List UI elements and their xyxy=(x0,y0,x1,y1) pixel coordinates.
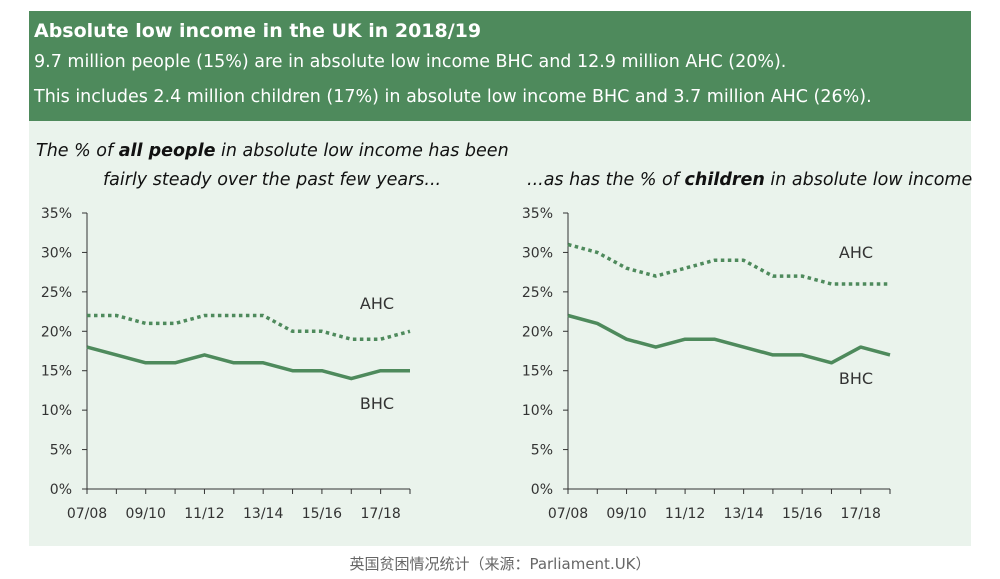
series-label-bhc: BHC xyxy=(839,369,873,388)
y-tick-label: 5% xyxy=(50,443,72,459)
y-tick-label: 35% xyxy=(41,206,72,222)
left-caption-post: in absolute low income has been xyxy=(215,141,508,161)
series-line-ahc xyxy=(567,242,890,286)
x-tick-label: 17/18 xyxy=(841,506,881,522)
y-tick-label: 20% xyxy=(41,324,72,340)
y-tick-label: 10% xyxy=(522,403,553,419)
summary-banner: Absolute low income in the UK in 2018/19… xyxy=(29,11,971,121)
banner-line-people: 9.7 million people (15%) are in absolute… xyxy=(34,52,787,72)
right-caption-pre: ...as has the % of xyxy=(527,170,685,190)
chart-children: 0% 5% 10% 15% 20% 25% 30% 35% 07/08 09/10 11/12 13/… xyxy=(522,206,891,522)
y-tick-label: 15% xyxy=(41,364,72,380)
y-tick-label: 25% xyxy=(522,285,553,301)
y-tick-label: 30% xyxy=(522,245,553,261)
banner-line-children: This includes 2.4 million children (17%)… xyxy=(34,87,872,107)
y-tick-label: 20% xyxy=(522,324,553,340)
left-caption-line1: The % of all people in absolute low inco… xyxy=(36,141,509,161)
right-caption-post: in absolute low income xyxy=(765,170,972,190)
footer-caption: 英国贫困情况统计（来源：Parliament.UK） xyxy=(349,555,651,573)
x-tick-label: 13/14 xyxy=(723,506,763,522)
y-tick-label: 30% xyxy=(41,245,72,261)
series-label-ahc: AHC xyxy=(360,294,394,313)
chart-panel xyxy=(29,121,971,546)
y-tick-label: 25% xyxy=(41,285,72,301)
left-caption-line2: fairly steady over the past few years... xyxy=(103,170,441,190)
x-tick-label: 15/16 xyxy=(302,506,342,522)
y-tick-label: 15% xyxy=(522,364,553,380)
series-line-bhc xyxy=(86,345,410,381)
series-line-bhc xyxy=(567,313,891,365)
banner-title: Absolute low income in the UK in 2018/19 xyxy=(34,20,482,42)
y-tick-label: 35% xyxy=(522,206,553,222)
x-tick-label: 09/10 xyxy=(126,506,166,522)
x-tick-label: 13/14 xyxy=(243,506,283,522)
left-caption-pre: The % of xyxy=(36,141,119,161)
x-tick-label: 11/12 xyxy=(665,506,705,522)
x-tick-label: 17/18 xyxy=(360,506,400,522)
series-label-ahc: AHC xyxy=(839,243,873,262)
y-tick-label: 5% xyxy=(531,443,553,459)
x-tick-label: 11/12 xyxy=(184,506,224,522)
x-tick-label: 07/08 xyxy=(548,506,588,522)
chart-all-people: 0% 5% 10% 15% 20% 25% 30% 35% 07/08 09/10 11/12 13/… xyxy=(41,206,411,522)
x-tick-label: 15/16 xyxy=(782,506,822,522)
right-caption-bold: children xyxy=(685,170,765,190)
x-tick-label: 07/08 xyxy=(67,506,107,522)
series-label-bhc: BHC xyxy=(360,394,394,413)
y-tick-label: 0% xyxy=(50,482,72,498)
y-tick-label: 0% xyxy=(531,482,553,498)
left-caption-bold: all people xyxy=(119,141,216,161)
series-line-ahc xyxy=(87,313,411,341)
x-tick-label: 09/10 xyxy=(606,506,646,522)
y-tick-label: 10% xyxy=(41,403,72,419)
right-caption: ...as has the % of children in absolute … xyxy=(527,170,972,190)
